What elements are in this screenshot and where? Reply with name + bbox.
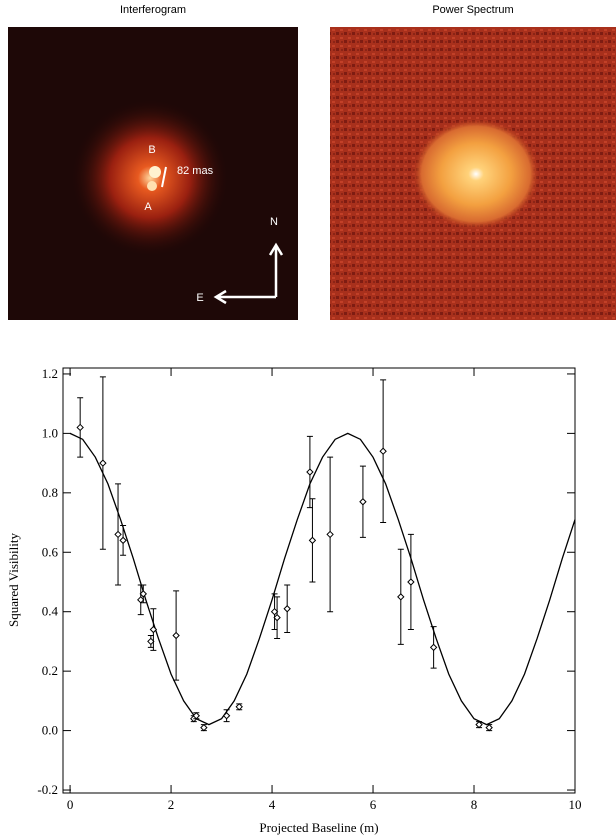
data-point	[359, 498, 367, 506]
x-tick-label: 0	[67, 797, 74, 812]
data-point	[99, 459, 107, 467]
data-point	[283, 605, 291, 613]
panel-title: Interferogram	[120, 4, 186, 16]
y-tick-label: 1.0	[42, 425, 58, 440]
image-label: 82 mas	[177, 165, 214, 177]
data-point	[308, 536, 317, 545]
power-spectrum-image	[330, 27, 616, 320]
data-point	[200, 723, 208, 732]
image-label: E	[196, 292, 203, 304]
image-label: N	[270, 216, 278, 228]
y-tick-label: 0.6	[42, 544, 59, 559]
y-axis-label: Squared Visibility	[6, 533, 21, 627]
data-point	[147, 637, 155, 646]
y-tick-label: 0.2	[42, 663, 58, 678]
x-axis-label: Projected Baseline (m)	[259, 820, 378, 835]
plot-frame	[62, 367, 576, 794]
interferogram-image: B A 82 mas N E	[8, 27, 298, 320]
y-tick-label: 0.4	[42, 604, 59, 619]
data-point	[485, 723, 493, 732]
data-point	[119, 536, 127, 545]
model-curve	[69, 432, 576, 726]
y-tick-label: -0.2	[37, 782, 58, 797]
data-point	[429, 643, 438, 652]
y-tick-label: 0.8	[42, 485, 58, 500]
data-point	[379, 447, 387, 455]
data-point	[273, 613, 281, 622]
data-point	[235, 703, 243, 711]
data-point	[76, 423, 84, 432]
data-point	[397, 593, 405, 601]
image-label: B	[148, 144, 155, 156]
data-point	[306, 468, 314, 476]
panel-title: Power Spectrum	[432, 4, 513, 16]
x-tick-label: 2	[168, 797, 175, 812]
data-point	[270, 607, 279, 616]
x-tick-label: 8	[471, 797, 478, 812]
plot: Projected Baseline (m) Squared Visibilit…	[6, 367, 576, 835]
x-tick-label: 10	[569, 797, 582, 812]
x-tick-label: 6	[370, 797, 377, 812]
data-point	[407, 578, 415, 586]
x-tick-label: 4	[269, 797, 276, 812]
y-tick-label: 0.0	[42, 723, 58, 738]
data-point	[192, 712, 201, 720]
data-point	[149, 625, 158, 634]
y-tick-label: 1.2	[42, 366, 58, 381]
data-point	[222, 712, 231, 720]
data-point	[114, 530, 122, 539]
data-point	[326, 530, 334, 539]
data-point	[475, 720, 483, 729]
data-point	[139, 590, 147, 598]
image-label: A	[144, 201, 152, 213]
data-point	[172, 631, 180, 640]
